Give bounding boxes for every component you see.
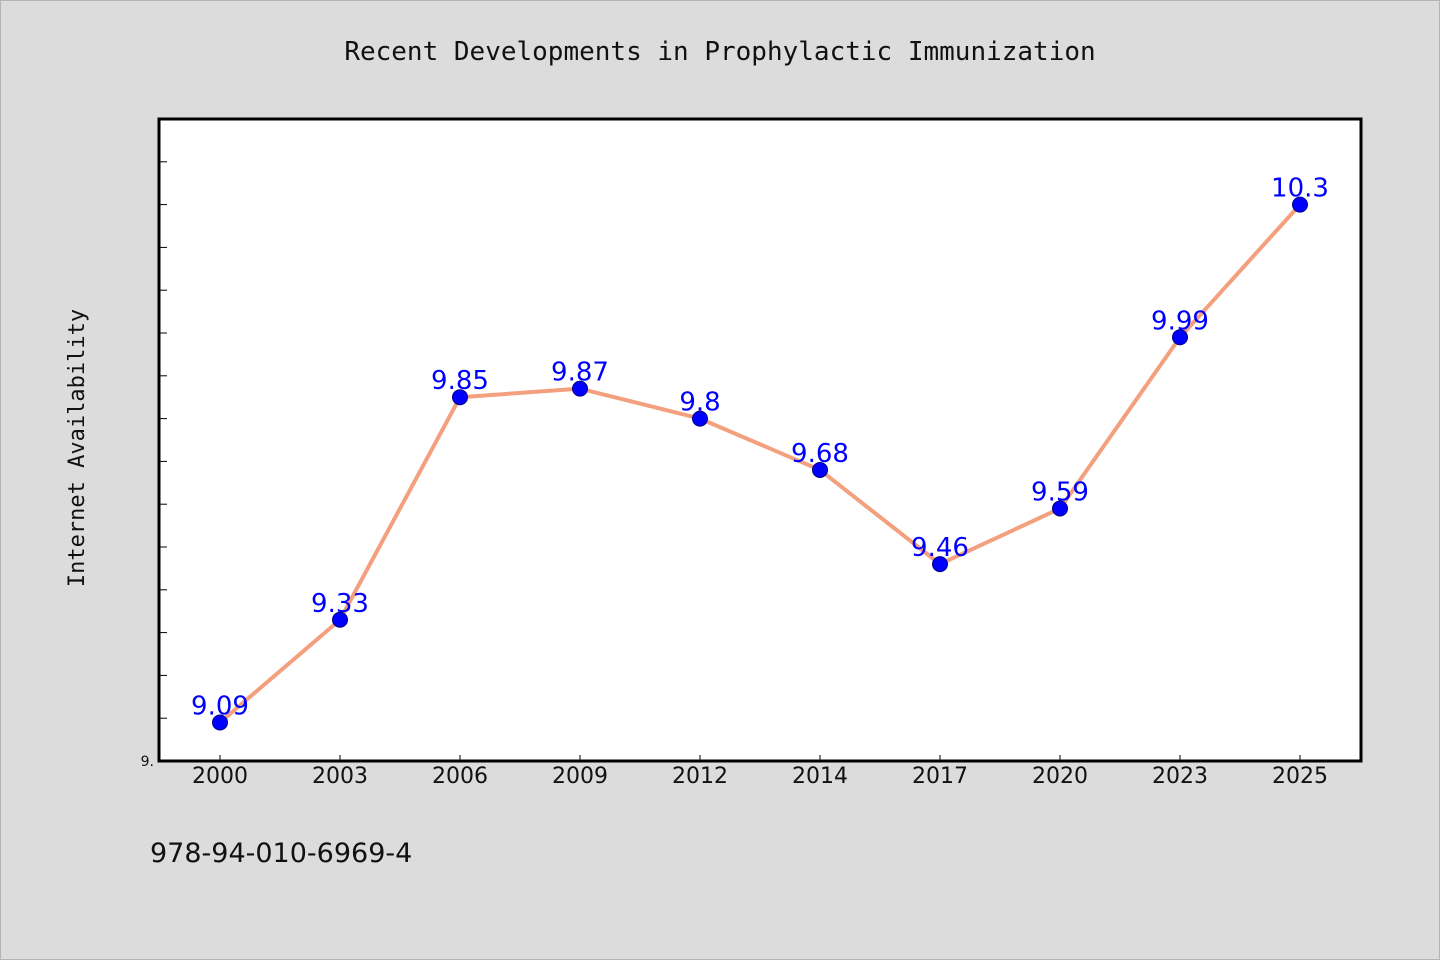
data-point	[1292, 196, 1308, 213]
y-tick-label: 9.	[141, 754, 154, 770]
data-point	[932, 556, 948, 573]
data-point	[332, 611, 348, 628]
x-tick-label: 2020	[1032, 764, 1088, 789]
data-label: 9.8	[679, 388, 720, 418]
data-point	[212, 714, 228, 731]
data-point	[1052, 500, 1068, 517]
y-axis-ticks: 9.	[141, 161, 167, 770]
isbn-text: 978-94-010-6969-4	[150, 838, 412, 869]
series-line	[218, 202, 1302, 725]
data-label: 9.33	[311, 589, 369, 619]
series-layer	[212, 196, 1308, 731]
data-point	[812, 461, 828, 478]
x-tick-label: 2006	[432, 764, 488, 789]
chart-title: Recent Developments in Prophylactic Immu…	[344, 37, 1095, 67]
data-point	[1172, 329, 1188, 346]
data-label: 9.99	[1151, 306, 1209, 336]
data-label: 9.85	[431, 366, 489, 396]
data-label: 9.46	[911, 533, 969, 563]
x-tick-label: 2000	[192, 764, 248, 789]
x-tick-label: 2014	[792, 764, 848, 789]
data-point	[452, 389, 468, 406]
x-tick-label: 2023	[1152, 764, 1208, 789]
x-tick-label: 2012	[672, 764, 728, 789]
data-point	[692, 410, 708, 427]
x-axis-ticks: 2000 2003 2006 2009 2012 2014 2017 2020 2023 2025	[192, 755, 1328, 789]
x-tick-label: 2009	[552, 764, 608, 789]
data-label: 9.09	[191, 691, 249, 721]
plot-area	[157, 117, 1363, 763]
data-label-layer: 9.09 9.33 9.85 9.87 9.8 9.68 9.46 9.59 9.99 10.3	[191, 174, 1329, 722]
data-point	[572, 380, 588, 397]
x-tick-label: 2025	[1272, 764, 1328, 789]
y-axis-label: Internet Availability	[65, 309, 90, 587]
data-label: 9.68	[791, 439, 849, 469]
data-label: 9.59	[1031, 477, 1089, 507]
x-tick-label: 2003	[312, 764, 368, 789]
x-tick-label: 2017	[912, 764, 968, 789]
data-label: 9.87	[551, 358, 609, 388]
data-label: 10.3	[1271, 174, 1329, 204]
